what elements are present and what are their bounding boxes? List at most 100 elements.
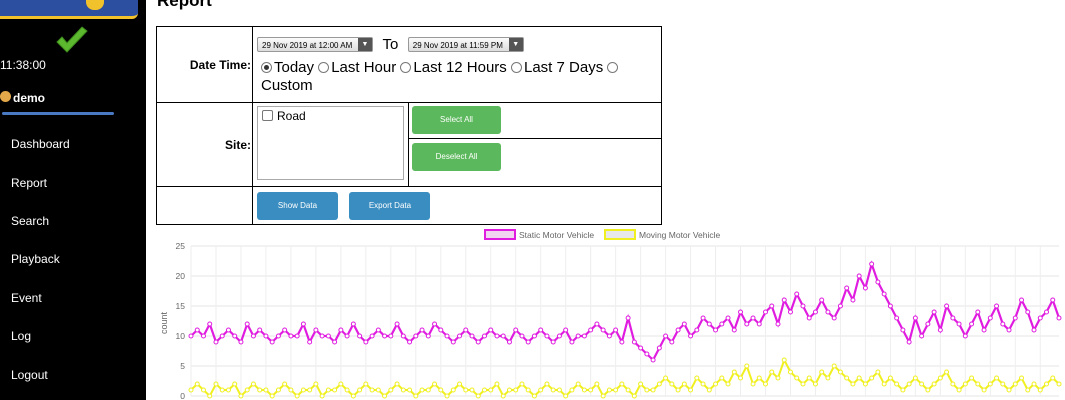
y-tick-label: 15 bbox=[176, 301, 186, 311]
data-point-moving bbox=[269, 393, 275, 399]
data-point-static bbox=[1025, 309, 1031, 315]
data-point-static bbox=[744, 321, 750, 327]
sidebar-item-event[interactable]: Event bbox=[11, 291, 42, 305]
data-point-static bbox=[1044, 309, 1050, 315]
data-point-static bbox=[419, 327, 425, 333]
data-point-static bbox=[856, 273, 862, 279]
data-point-static bbox=[794, 291, 800, 297]
data-point-moving bbox=[613, 387, 619, 393]
data-point-moving bbox=[775, 375, 781, 381]
deselect-all-button[interactable]: Deselect All bbox=[412, 143, 501, 171]
sidebar-item-search[interactable]: Search bbox=[11, 214, 50, 228]
data-point-static bbox=[825, 309, 831, 315]
data-point-moving bbox=[563, 393, 569, 399]
data-point-static bbox=[650, 357, 656, 363]
legend-label-moving: Moving Motor Vehicle bbox=[639, 230, 721, 240]
radio-today[interactable] bbox=[261, 61, 272, 73]
data-point-static bbox=[469, 333, 475, 339]
data-point-static bbox=[369, 333, 375, 339]
data-point-static bbox=[725, 315, 731, 321]
data-point-static bbox=[425, 333, 431, 339]
data-point-static bbox=[694, 327, 700, 333]
export-data-button[interactable]: Export Data bbox=[349, 191, 431, 220]
data-point-moving bbox=[875, 369, 881, 375]
data-point-moving bbox=[669, 381, 675, 387]
y-tick-label: 25 bbox=[176, 241, 186, 251]
radio-custom[interactable] bbox=[607, 61, 619, 73]
data-point-static bbox=[688, 333, 694, 339]
site-list[interactable]: Road bbox=[257, 106, 404, 180]
data-point-moving bbox=[606, 387, 612, 393]
data-point-moving bbox=[307, 387, 313, 393]
radio-last-7-days[interactable] bbox=[510, 61, 522, 73]
data-point-moving bbox=[725, 381, 731, 387]
data-point-static bbox=[912, 315, 918, 321]
data-point-static bbox=[862, 285, 868, 291]
legend-swatch-static bbox=[484, 229, 516, 240]
data-point-static bbox=[563, 327, 569, 333]
data-point-moving bbox=[382, 393, 388, 399]
data-point-moving bbox=[400, 387, 406, 393]
sidebar-item-logout[interactable]: Logout bbox=[11, 368, 48, 382]
data-point-static bbox=[481, 333, 487, 339]
data-point-moving bbox=[694, 375, 700, 381]
data-point-static bbox=[457, 333, 463, 339]
data-point-moving bbox=[581, 387, 587, 393]
from-datetime-select[interactable]: 29 Nov 2019 at 12:00 AM ▼ bbox=[257, 37, 373, 53]
range-radio-group: Today Last Hour Last 12 Hours Last 7 Day… bbox=[257, 59, 661, 95]
data-point-moving bbox=[500, 393, 506, 399]
data-point-moving bbox=[1025, 387, 1031, 393]
sidebar-item-report[interactable]: Report bbox=[11, 176, 48, 190]
data-point-static bbox=[713, 327, 719, 333]
data-point-moving bbox=[956, 387, 962, 393]
data-point-moving bbox=[856, 375, 862, 381]
data-point-static bbox=[731, 327, 737, 333]
data-point-static bbox=[275, 333, 281, 339]
show-data-button[interactable]: Show Data bbox=[257, 191, 338, 220]
data-point-moving bbox=[313, 381, 319, 387]
data-point-moving bbox=[531, 393, 537, 399]
data-point-static bbox=[438, 327, 444, 333]
sidebar-item-playback[interactable]: Playback bbox=[11, 252, 60, 266]
data-point-moving bbox=[338, 381, 344, 387]
data-point-static bbox=[513, 327, 519, 333]
data-point-moving bbox=[975, 381, 981, 387]
data-point-moving bbox=[350, 393, 356, 399]
data-point-static bbox=[500, 333, 506, 339]
sidebar-item-log[interactable]: Log bbox=[11, 329, 32, 343]
to-datetime-select[interactable]: 29 Nov 2019 at 11:59 PM ▼ bbox=[407, 37, 524, 53]
data-point-moving bbox=[931, 381, 937, 387]
data-point-moving bbox=[713, 381, 719, 387]
data-point-static bbox=[257, 327, 263, 333]
data-point-static bbox=[819, 297, 825, 303]
data-point-static bbox=[244, 321, 250, 327]
sidebar-item-dashboard[interactable]: Dashboard bbox=[11, 137, 70, 151]
range-label-last-7-days: Last 7 Days bbox=[523, 59, 604, 76]
data-point-static bbox=[644, 351, 650, 357]
empty-cell bbox=[156, 186, 253, 225]
radio-last-hour[interactable] bbox=[318, 61, 330, 73]
data-point-moving bbox=[719, 375, 725, 381]
site-checkbox-road[interactable] bbox=[262, 110, 273, 122]
data-point-moving bbox=[250, 381, 256, 387]
data-point-static bbox=[207, 321, 213, 327]
y-tick-label: 5 bbox=[180, 361, 185, 371]
logo bbox=[0, 0, 138, 19]
data-point-moving bbox=[188, 387, 194, 393]
y-axis-label: count bbox=[159, 311, 169, 334]
radio-last-12-hours[interactable] bbox=[400, 61, 412, 73]
data-point-moving bbox=[650, 387, 656, 393]
data-point-static bbox=[769, 303, 775, 309]
data-point-static bbox=[1031, 327, 1037, 333]
select-all-button[interactable]: Select All bbox=[412, 106, 501, 134]
data-point-static bbox=[806, 315, 812, 321]
data-point-static bbox=[1050, 297, 1056, 303]
range-label-last-hour: Last Hour bbox=[331, 59, 397, 76]
data-point-moving bbox=[238, 393, 244, 399]
data-point-moving bbox=[681, 381, 687, 387]
data-point-moving bbox=[200, 387, 206, 393]
data-point-static bbox=[944, 303, 950, 309]
data-point-static bbox=[394, 321, 400, 327]
data-point-static bbox=[763, 309, 769, 315]
user-menu[interactable]: demo bbox=[0, 90, 45, 105]
